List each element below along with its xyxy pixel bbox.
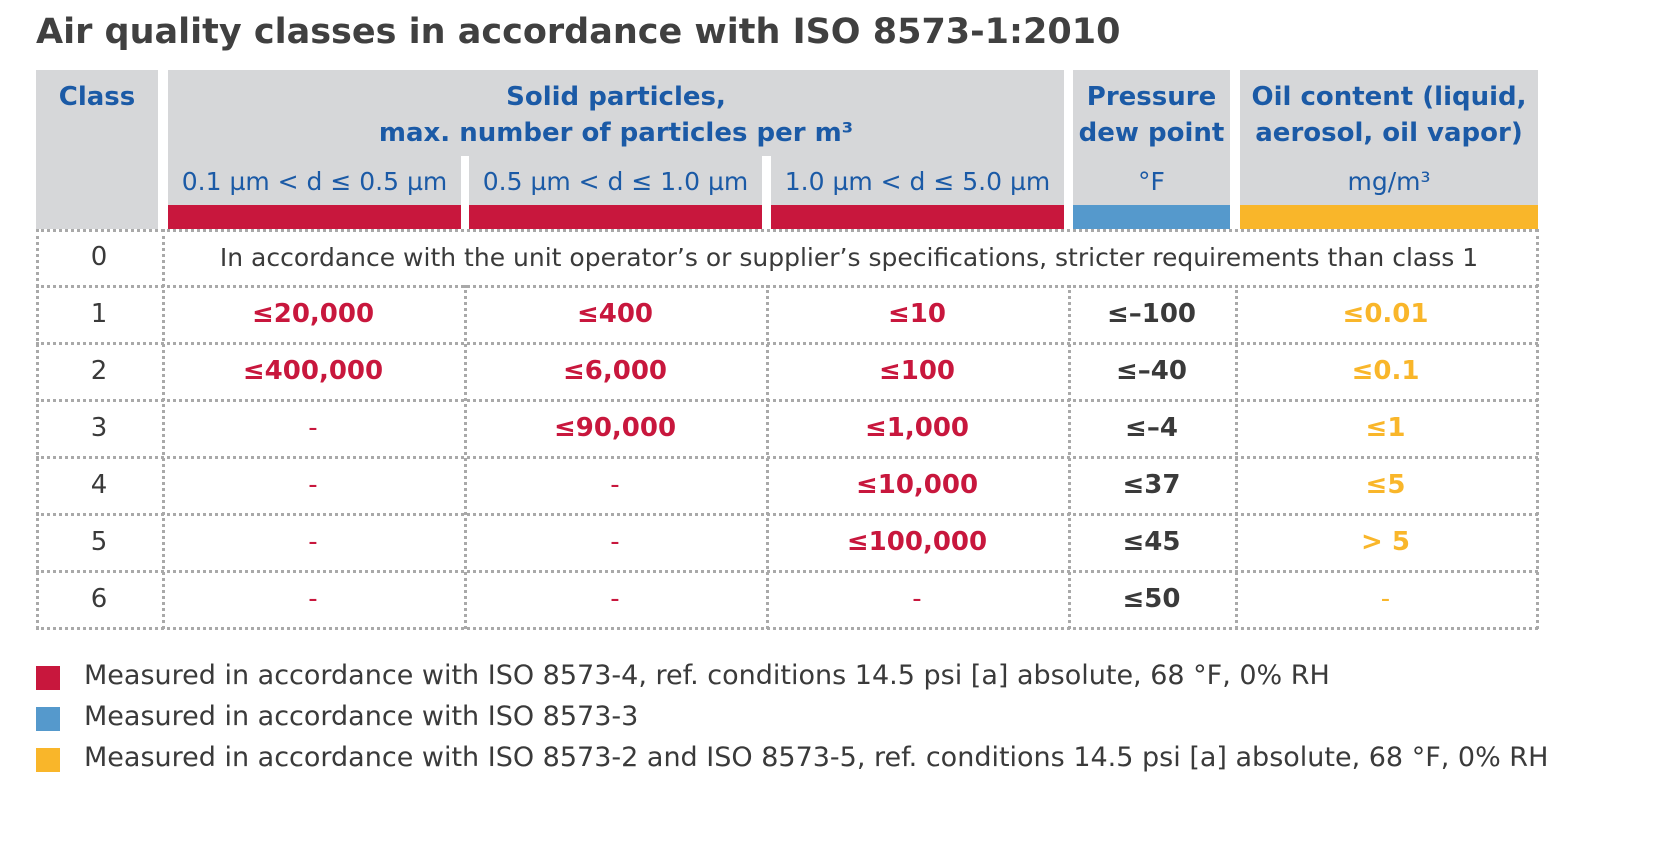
- oil-cell: ≤5: [1365, 469, 1406, 500]
- particle-cell: -: [610, 469, 620, 500]
- page-title: Air quality classes in accordance with I…: [36, 12, 1121, 52]
- oil-cell: > 5: [1361, 526, 1410, 557]
- class-cell: 6: [90, 583, 108, 614]
- header-solid-line2: max. number of particles per m³: [378, 118, 854, 148]
- header-separator: [461, 156, 469, 229]
- grid-line: [1235, 285, 1238, 629]
- dew-point-cell: ≤37: [1122, 469, 1181, 500]
- header-oil-line2: aerosol, oil vapor): [1255, 118, 1523, 148]
- blue-bar: [1073, 205, 1230, 229]
- legend-text: Measured in accordance with ISO 8573-3: [84, 701, 639, 732]
- class-cell: 0: [90, 242, 108, 272]
- dew-point-cell: ≤45: [1122, 526, 1181, 557]
- particle-cell: ≤400: [576, 298, 654, 329]
- header-solid-line1: Solid particles,: [506, 82, 726, 112]
- particle-cell: ≤20,000: [251, 298, 375, 329]
- header-sub-3: 1.0 µm < d ≤ 5.0 µm: [784, 167, 1051, 196]
- grid-line: [1068, 285, 1071, 629]
- class-cell: 4: [90, 469, 108, 500]
- grid-line: [36, 229, 1538, 232]
- grid-line: [36, 285, 1538, 288]
- grid-line: [464, 285, 467, 629]
- grid-line: [36, 342, 1538, 345]
- legend-text: Measured in accordance with ISO 8573-2 a…: [84, 742, 1549, 773]
- particle-cell: ≤90,000: [553, 412, 677, 443]
- particle-cell: ≤10,000: [855, 469, 979, 500]
- legend-swatch-blue: [36, 707, 60, 731]
- red-bar: [469, 205, 762, 229]
- red-bar: [771, 205, 1064, 229]
- oil-cell: -: [1380, 583, 1391, 614]
- grid-line: [36, 399, 1538, 402]
- grid-line: [36, 456, 1538, 459]
- oil-cell: ≤0.01: [1342, 298, 1429, 329]
- particle-cell: -: [308, 583, 318, 614]
- class-cell: 1: [90, 298, 108, 329]
- grid-line: [36, 570, 1538, 573]
- particle-cell: ≤6,000: [562, 355, 668, 386]
- grid-line: [766, 285, 769, 629]
- header-separator: [762, 156, 771, 229]
- header-oil-unit: mg/m³: [1347, 167, 1431, 196]
- particle-cell: ≤400,000: [242, 355, 384, 386]
- dew-point-cell: ≤50: [1122, 583, 1181, 614]
- particle-cell: -: [610, 526, 620, 557]
- header-solid-particles: Solid particles, max. number of particle…: [168, 70, 1064, 229]
- grid-line: [36, 513, 1538, 516]
- particle-cell: ≤10: [888, 298, 946, 329]
- dew-point-cell: ≤–100: [1106, 298, 1197, 329]
- grid-line: [36, 229, 39, 629]
- particle-cell: -: [610, 583, 620, 614]
- class-cell: 5: [90, 526, 108, 557]
- particle-cell: ≤100,000: [846, 526, 988, 557]
- dew-point-cell: ≤–40: [1116, 355, 1187, 386]
- grid-line: [36, 627, 1538, 630]
- particle-cell: -: [912, 583, 922, 614]
- yellow-bar: [1240, 205, 1538, 229]
- red-bar: [168, 205, 461, 229]
- header-dew-line1: Pressure: [1086, 82, 1217, 112]
- particle-cell: -: [308, 412, 318, 443]
- header-sub-1: 0.1 µm < d ≤ 0.5 µm: [181, 167, 448, 196]
- header-oil-line1: Oil content (liquid,: [1251, 82, 1527, 112]
- dew-point-cell: ≤–4: [1125, 412, 1178, 443]
- grid-line: [1536, 229, 1539, 629]
- class-cell: 2: [90, 355, 108, 386]
- particle-cell: ≤100: [878, 355, 956, 386]
- oil-cell: ≤0.1: [1351, 355, 1420, 386]
- grid-line: [162, 229, 165, 629]
- particle-cell: ≤1,000: [864, 412, 970, 443]
- legend-swatch-red: [36, 666, 60, 690]
- header-dew-line2: dew point: [1078, 118, 1225, 148]
- row0-description: In accordance with the unit operator’s o…: [219, 242, 1479, 272]
- header-dew-unit: °F: [1138, 167, 1165, 196]
- particle-cell: -: [308, 469, 318, 500]
- class-cell: 3: [90, 412, 108, 443]
- header-oil-content: Oil content (liquid, aerosol, oil vapor)…: [1240, 70, 1538, 229]
- legend-text: Measured in accordance with ISO 8573-4, …: [84, 660, 1330, 691]
- particle-cell: -: [308, 526, 318, 557]
- oil-cell: ≤1: [1365, 412, 1406, 443]
- header-class: Class: [36, 70, 158, 229]
- legend-swatch-yellow: [36, 748, 60, 772]
- header-class-label: Class: [58, 82, 136, 112]
- header-dew-point: Pressure dew point °F: [1073, 70, 1230, 229]
- header-sub-2: 0.5 µm < d ≤ 1.0 µm: [482, 167, 749, 196]
